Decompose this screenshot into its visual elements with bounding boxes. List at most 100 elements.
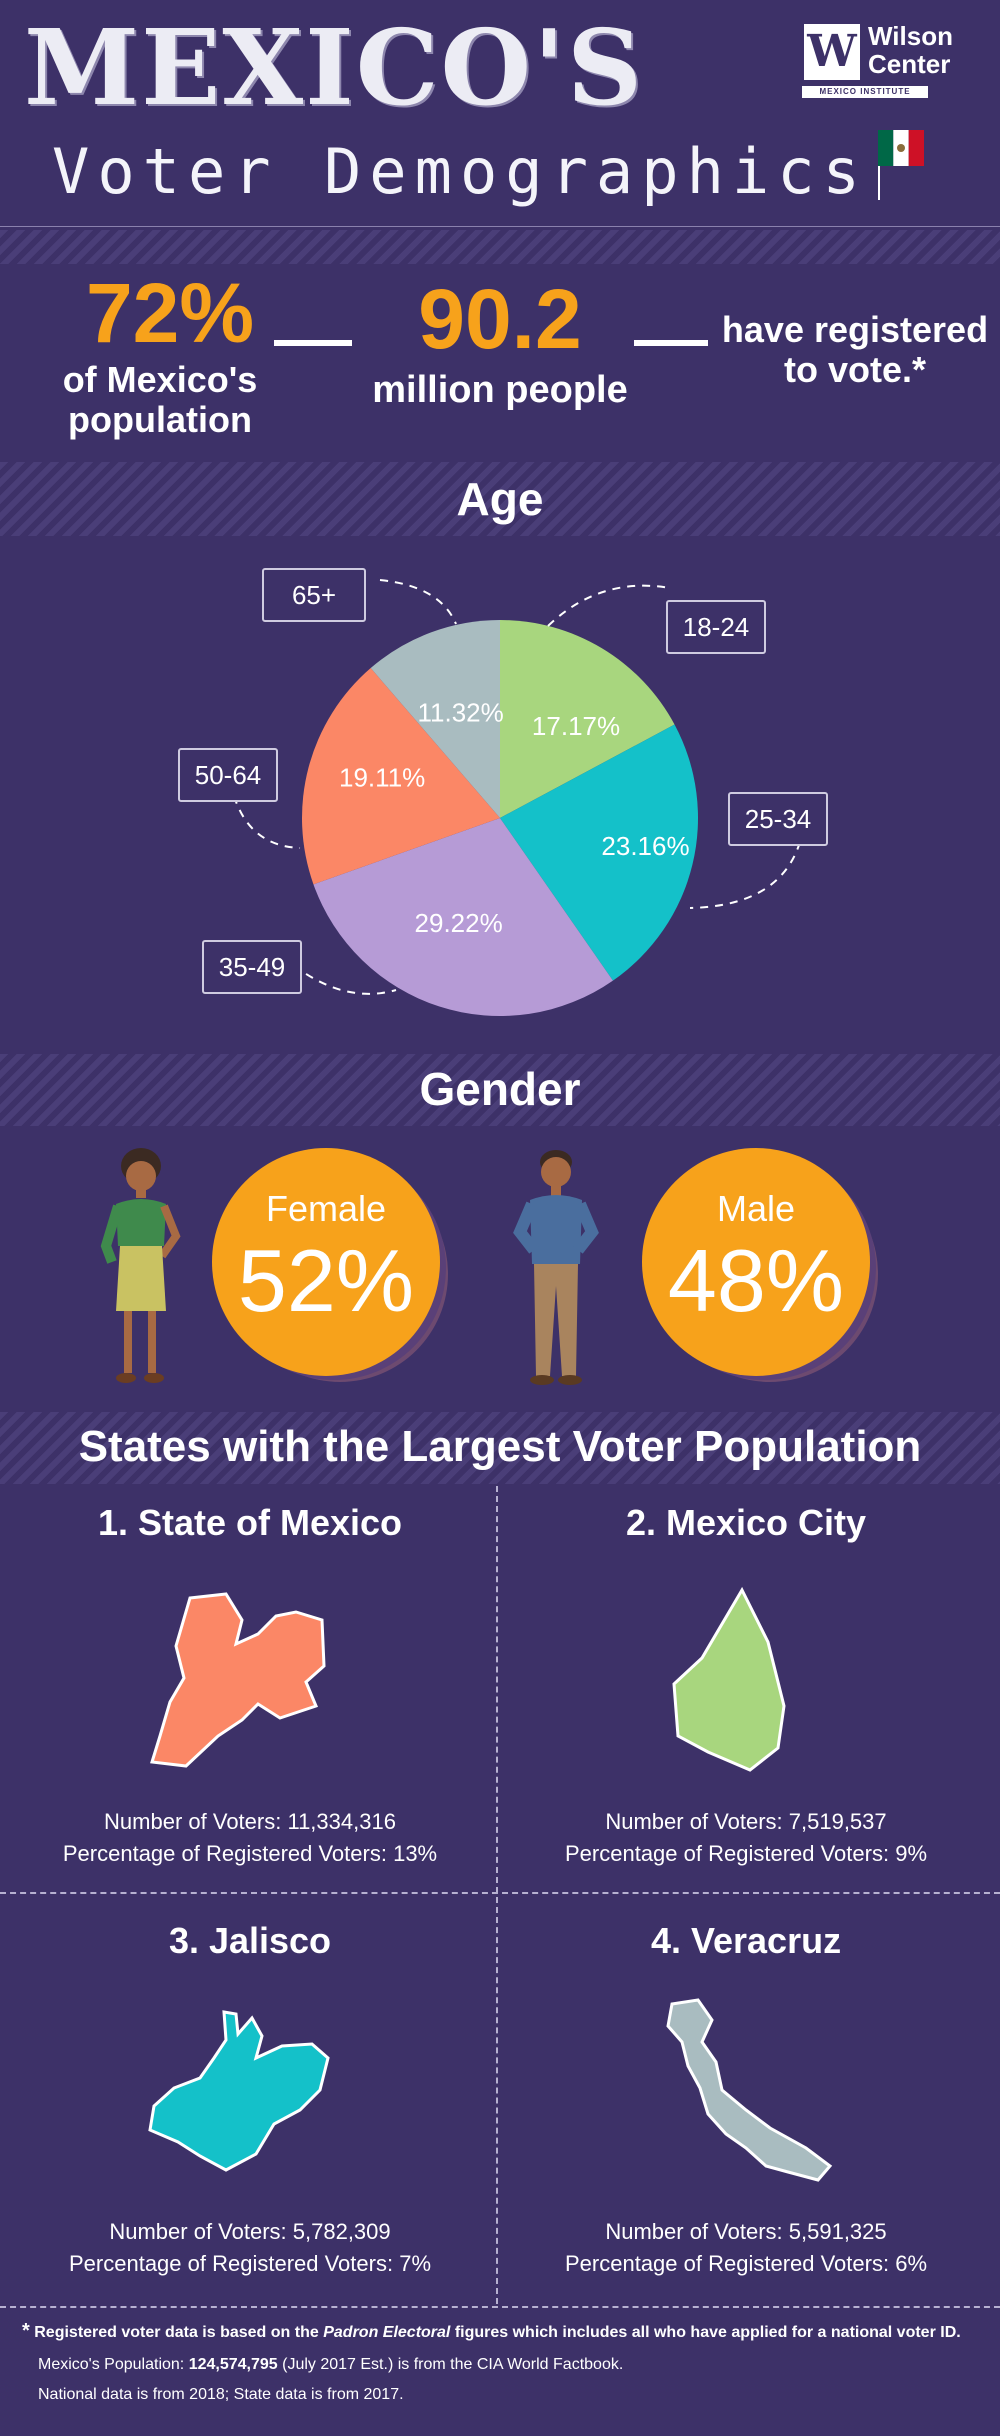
percent-prefix: Percentage of Registered Voters: — [69, 2251, 400, 2276]
state-3-voters-value: 5,782,309 — [292, 2219, 391, 2244]
female-circle: Female 52% — [212, 1148, 440, 1376]
age-label-35-49: 35-49 — [202, 940, 302, 994]
voters-prefix: Number of Voters: — [605, 1809, 789, 1834]
jalisco-shape — [148, 2010, 330, 2172]
percent-caption-line2: population — [68, 399, 252, 440]
connector-65plus — [379, 579, 457, 625]
veracruz-map — [666, 1998, 833, 2182]
state-2-percent: Percentage of Registered Voters: 9% — [496, 1838, 996, 1870]
state-1-percent-value: 13% — [393, 1841, 438, 1866]
state-2-title: 2. Mexico City — [625, 1502, 867, 1543]
voters-prefix: Number of Voters: — [104, 1809, 288, 1834]
female-label: Female — [265, 1188, 387, 1229]
main-title: MEXICO'S — [24, 6, 645, 129]
age-title: Age — [456, 473, 544, 525]
state-4-percent-value: 6% — [895, 2251, 927, 2276]
logo-institute: MEXICO INSTITUTE — [802, 86, 928, 98]
state-3-percent-value: 7% — [399, 2251, 431, 2276]
percent-caption-line1: of Mexico's — [62, 359, 258, 400]
age-label-50-64: 50-64 — [178, 748, 278, 802]
veracruz-shape — [666, 1998, 833, 2182]
subtitle: Voter Demographics — [52, 135, 868, 208]
summary-count-caption: million people — [372, 369, 628, 411]
state-4-voters: Number of Voters: 5,591,325 — [496, 2216, 996, 2248]
summary-percent-caption: of Mexico's population — [40, 360, 280, 440]
dash-1 — [274, 340, 352, 346]
logo-name: Wilson Center — [868, 21, 953, 79]
man-figure-icon — [513, 1150, 599, 1385]
state-3-percent: Percentage of Registered Voters: 7% — [0, 2248, 500, 2280]
stripe-band-gender — [0, 1054, 1000, 1126]
wilson-center-logo: W Wilson Center MEXICO INSTITUTE — [802, 22, 953, 98]
state-4-percent: Percentage of Registered Voters: 6% — [496, 2248, 996, 2280]
stripe-band-age — [0, 462, 1000, 536]
male-circle: Male 48% — [642, 1148, 870, 1376]
state-of-mexico-shape — [150, 1592, 326, 1768]
male-value: 48% — [667, 1231, 845, 1330]
summary-percent: 72% — [85, 266, 255, 360]
state-1-title: 1. State of Mexico — [97, 1502, 403, 1543]
state-1-percent: Percentage of Registered Voters: 13% — [0, 1838, 500, 1870]
registered-line2: to vote.* — [783, 349, 926, 390]
state-4-voters-value: 5,591,325 — [788, 2219, 887, 2244]
stripe-band-top — [0, 230, 1000, 264]
age-pie-chart: 17.17% 23.16% 29.22% 19.11% 11.32% — [233, 579, 801, 1016]
logo-name-line1: Wilson — [868, 21, 953, 51]
summary-count: 90.2 — [418, 272, 582, 366]
summary-registered: have registered to vote.* — [720, 310, 990, 390]
state-2-voters: Number of Voters: 7,519,537 — [496, 1806, 996, 1838]
mexico-city-map — [672, 1586, 786, 1772]
jalisco-map — [148, 2010, 330, 2172]
states-horizontal-divider — [0, 1892, 1000, 1894]
percent-prefix: Percentage of Registered Voters: — [62, 1841, 394, 1866]
female-value: 52% — [237, 1231, 415, 1330]
connector-25-34 — [689, 841, 801, 909]
pie-value-label-18-24: 17.17% — [532, 711, 620, 741]
state-4-title: 4. Veracruz — [650, 1920, 842, 1961]
footer-pop-b: (July 2017 Est.) is from the CIA World F… — [277, 2356, 624, 2373]
logo-name-line2: Center — [868, 49, 951, 79]
stripe-band-states — [0, 1412, 1000, 1484]
age-label-25-34: 25-34 — [728, 792, 828, 846]
pie-value-label-50-64: 19.11% — [339, 763, 425, 793]
pie-value-label-65plus: 11.32% — [417, 698, 503, 728]
registered-line1: have registered — [721, 309, 989, 350]
pie-slice-65plus — [370, 620, 500, 818]
state-2-percent-value: 9% — [895, 1841, 927, 1866]
gender-title: Gender — [419, 1063, 581, 1115]
pie-slice-25-34 — [500, 724, 698, 981]
percent-prefix: Percentage of Registered Voters: — [565, 1841, 896, 1866]
footer-population: Mexico's Population: 124,574,795 (July 2… — [38, 2356, 623, 2374]
woman-figure-icon — [100, 1148, 181, 1383]
connector-18-24 — [547, 584, 671, 627]
state-of-mexico-map — [150, 1592, 326, 1768]
state-3-title: 3. Jalisco — [168, 1920, 332, 1961]
state-1-voters: Number of Voters: 11,334,316 — [0, 1806, 500, 1838]
footer-state: State data is from 2017. — [229, 2386, 404, 2403]
states-title: States with the Largest Voter Population — [78, 1422, 922, 1471]
mexico-city-shape — [672, 1586, 786, 1772]
footer-note-em: Padron Electoral — [323, 2324, 451, 2341]
pie-slice-18-24 — [500, 620, 675, 818]
male-label: Male — [716, 1188, 796, 1229]
footer-asterisk: * — [22, 2320, 30, 2342]
pie-value-label-35-49: 29.22% — [415, 908, 503, 938]
state-1-voters-value: 11,334,316 — [287, 1809, 396, 1834]
footer-note-a: Registered voter data is based on the — [29, 2324, 324, 2341]
age-label-18-24: 18-24 — [666, 600, 766, 654]
footer-national: National data is from 2018; — [38, 2386, 230, 2403]
states-vertical-divider — [496, 1486, 498, 2304]
footer-sources: National data is from 2018; State data i… — [38, 2386, 404, 2404]
dash-2 — [634, 340, 708, 346]
pie-slice-35-49 — [313, 818, 613, 1016]
pie-slice-50-64 — [302, 668, 500, 885]
wilson-center-w-logo-icon: W — [804, 24, 860, 80]
connector-50-64 — [233, 795, 301, 849]
percent-prefix: Percentage of Registered Voters: — [565, 2251, 896, 2276]
header-divider — [0, 226, 1000, 227]
footer-pop-a: Mexico's Population: — [38, 2356, 189, 2373]
footer-note-b: figures which includes all who have appl… — [450, 2324, 961, 2341]
flag-pole — [878, 166, 880, 200]
voters-prefix: Number of Voters: — [605, 2219, 789, 2244]
state-3-voters: Number of Voters: 5,782,309 — [0, 2216, 500, 2248]
